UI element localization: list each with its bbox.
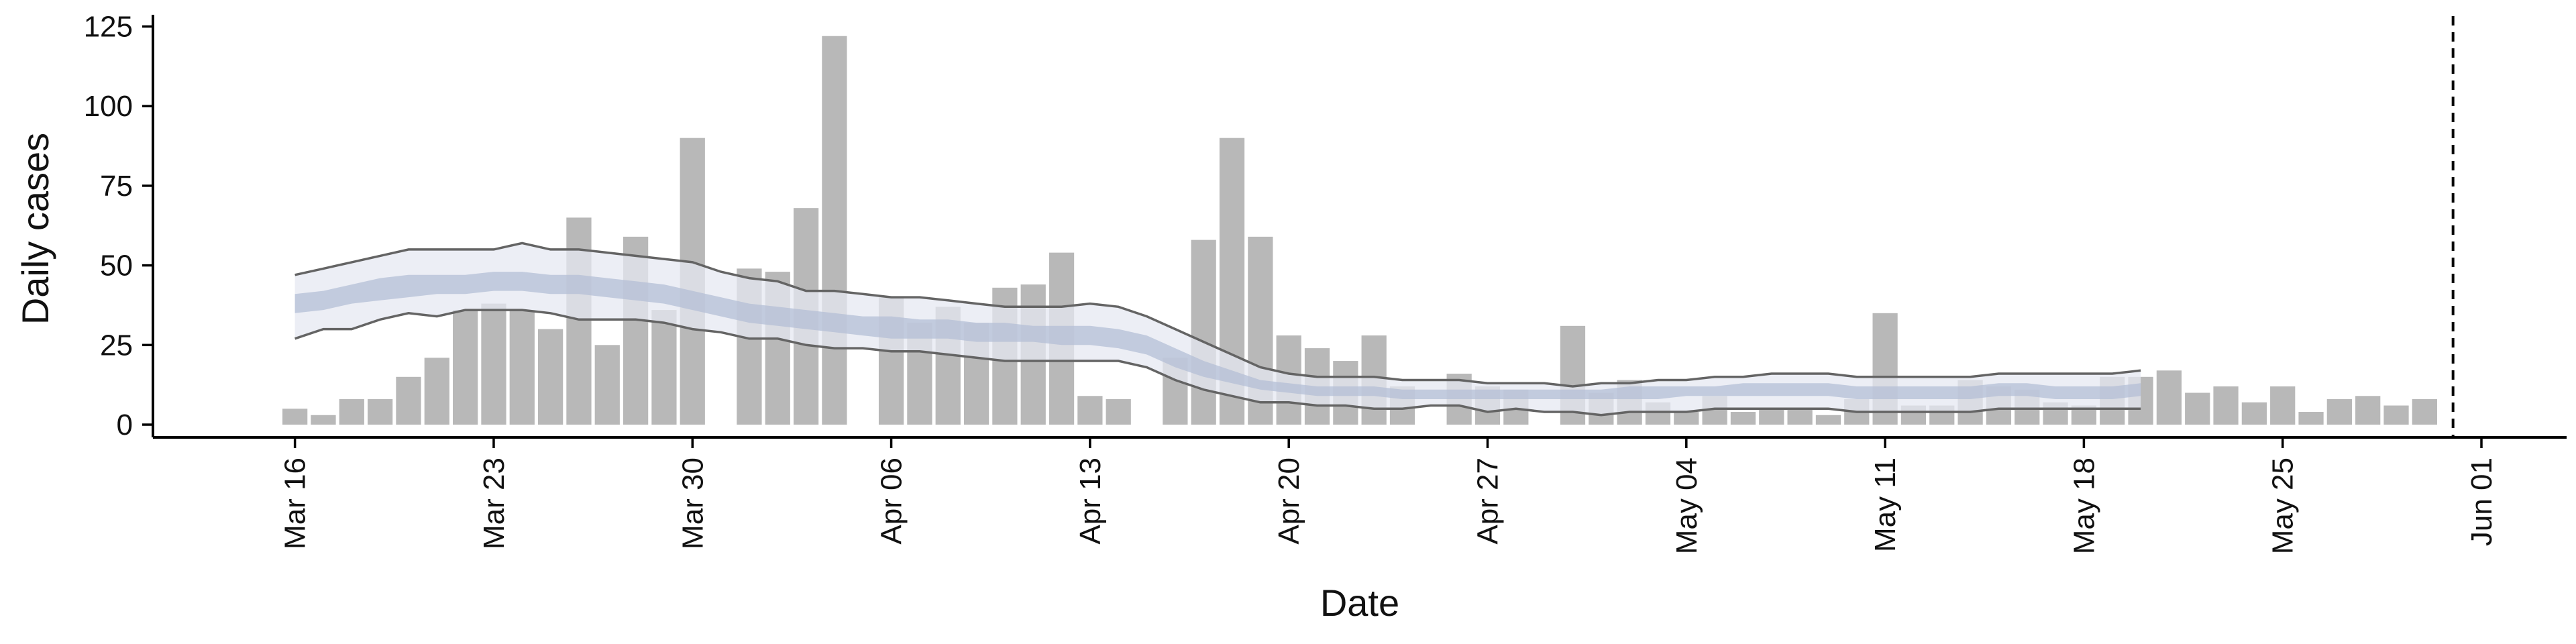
inner-interval-area [294, 272, 2141, 399]
x-tick-label: May 04 [1670, 458, 1703, 554]
x-tick-label: Apr 06 [875, 458, 908, 545]
lower-bound-line [294, 309, 2141, 417]
y-tick-label: 0 [117, 409, 133, 441]
bar [339, 399, 364, 425]
bar [481, 303, 506, 425]
bar [509, 310, 535, 425]
bar [311, 415, 336, 425]
bar [2355, 396, 2381, 425]
x-tick-label: Jun 01 [2465, 458, 2498, 546]
bar [2156, 370, 2182, 425]
bar [1674, 412, 1699, 425]
y-tick-label: 125 [84, 10, 133, 43]
y-tick-label: 75 [100, 170, 133, 203]
y-tick-label: 25 [100, 329, 133, 362]
bar [1106, 399, 1131, 425]
bar [2298, 412, 2324, 425]
x-tick-label: May 25 [2267, 458, 2300, 554]
x-tick-label: May 18 [2068, 458, 2100, 554]
bar [2412, 399, 2437, 425]
outer-interval-area [294, 243, 2141, 415]
x-axis-title: Date [1320, 582, 1399, 624]
y-tick-label: 50 [100, 250, 133, 282]
forecast-band [294, 241, 2141, 417]
bar [1787, 409, 1813, 425]
x-tick-label: May 11 [1869, 458, 1902, 552]
x-tick-label: Mar 23 [478, 458, 511, 549]
x-tick-label: Mar 30 [676, 458, 709, 549]
bar [1759, 409, 1784, 425]
bar [2241, 402, 2267, 425]
bar [2270, 386, 2296, 425]
x-tick-label: Apr 13 [1074, 458, 1107, 545]
x-tick-label: Apr 27 [1471, 458, 1504, 545]
bar-series [282, 36, 2437, 425]
x-tick-label: Mar 16 [279, 458, 312, 549]
y-tick-label: 100 [84, 90, 133, 123]
bar [1815, 415, 1841, 425]
upper-bound-line [294, 241, 2141, 388]
bar [537, 329, 564, 425]
bar [368, 399, 393, 425]
bar [1077, 396, 1103, 425]
axes: 0 25 50 75 100 125 Mar 16 Mar 23 Mar 30 Apr 06 Apr… [84, 10, 2567, 554]
bar [1730, 412, 1756, 425]
bar [594, 345, 620, 425]
bar [2326, 399, 2352, 425]
bar [2185, 392, 2210, 425]
bar [453, 310, 478, 425]
bar [424, 358, 449, 425]
bar [396, 376, 421, 425]
bar [822, 36, 847, 425]
bar [1191, 239, 1216, 425]
bar [651, 310, 677, 425]
bar [2213, 386, 2239, 425]
bar [282, 409, 308, 425]
x-tick-label: Apr 20 [1273, 458, 1305, 545]
y-axis-title: Daily cases [14, 133, 56, 325]
bar [2383, 405, 2409, 425]
